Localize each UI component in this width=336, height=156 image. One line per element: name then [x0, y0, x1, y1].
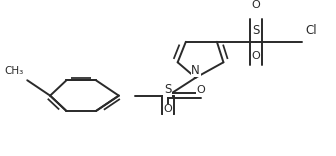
- Text: S: S: [164, 83, 172, 96]
- Text: O: O: [252, 51, 260, 61]
- Text: S: S: [252, 24, 260, 37]
- Text: Cl: Cl: [305, 24, 317, 37]
- Text: CH₃: CH₃: [5, 66, 24, 76]
- Text: O: O: [164, 105, 172, 115]
- Text: O: O: [196, 85, 205, 95]
- Text: O: O: [252, 0, 260, 10]
- Text: N: N: [191, 63, 200, 76]
